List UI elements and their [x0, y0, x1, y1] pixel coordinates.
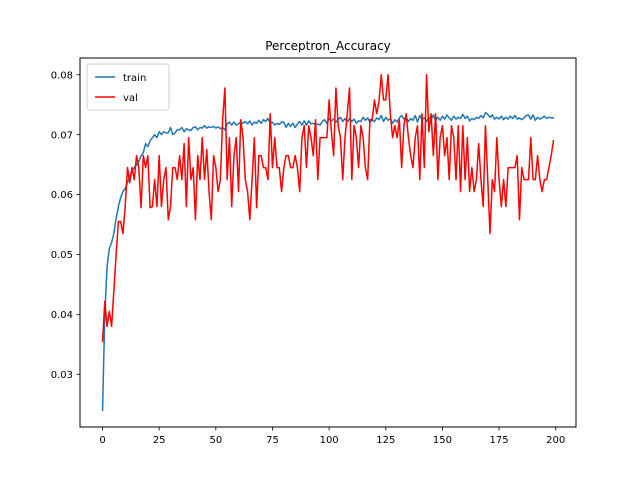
- y-tick-label: 0.03: [51, 370, 73, 381]
- legend-box: [86, 63, 170, 111]
- y-tick-label: 0.05: [51, 250, 73, 261]
- axis-layer: 0 25 50 75 100 125 150 175 200 0.03 0.04 0.05 0.06 0.…: [51, 70, 566, 446]
- x-tick-label: 150: [433, 435, 452, 446]
- chart-title: Perceptron_Accuracy: [265, 39, 391, 53]
- y-tick-label: 0.07: [51, 130, 73, 141]
- y-tick-label: 0.04: [51, 310, 73, 321]
- x-tick-label: 200: [546, 435, 565, 446]
- legend-label-val: val: [123, 93, 138, 104]
- x-tick-label: 125: [376, 435, 395, 446]
- x-tick-label: 100: [320, 435, 339, 446]
- series-line-val: [101, 74, 555, 343]
- x-tick-label: 50: [209, 435, 222, 446]
- y-tick-label: 0.06: [51, 190, 73, 201]
- x-tick-label: 25: [153, 435, 166, 446]
- x-tick-label: 0: [99, 435, 105, 446]
- series-layer: [101, 74, 555, 411]
- y-tick-label: 0.08: [51, 70, 73, 81]
- x-tick-label: 175: [490, 435, 509, 446]
- legend: train val: [86, 63, 170, 111]
- plot-frame: [79, 57, 577, 428]
- x-tick-label: 75: [266, 435, 279, 446]
- legend-label-train: train: [123, 73, 146, 84]
